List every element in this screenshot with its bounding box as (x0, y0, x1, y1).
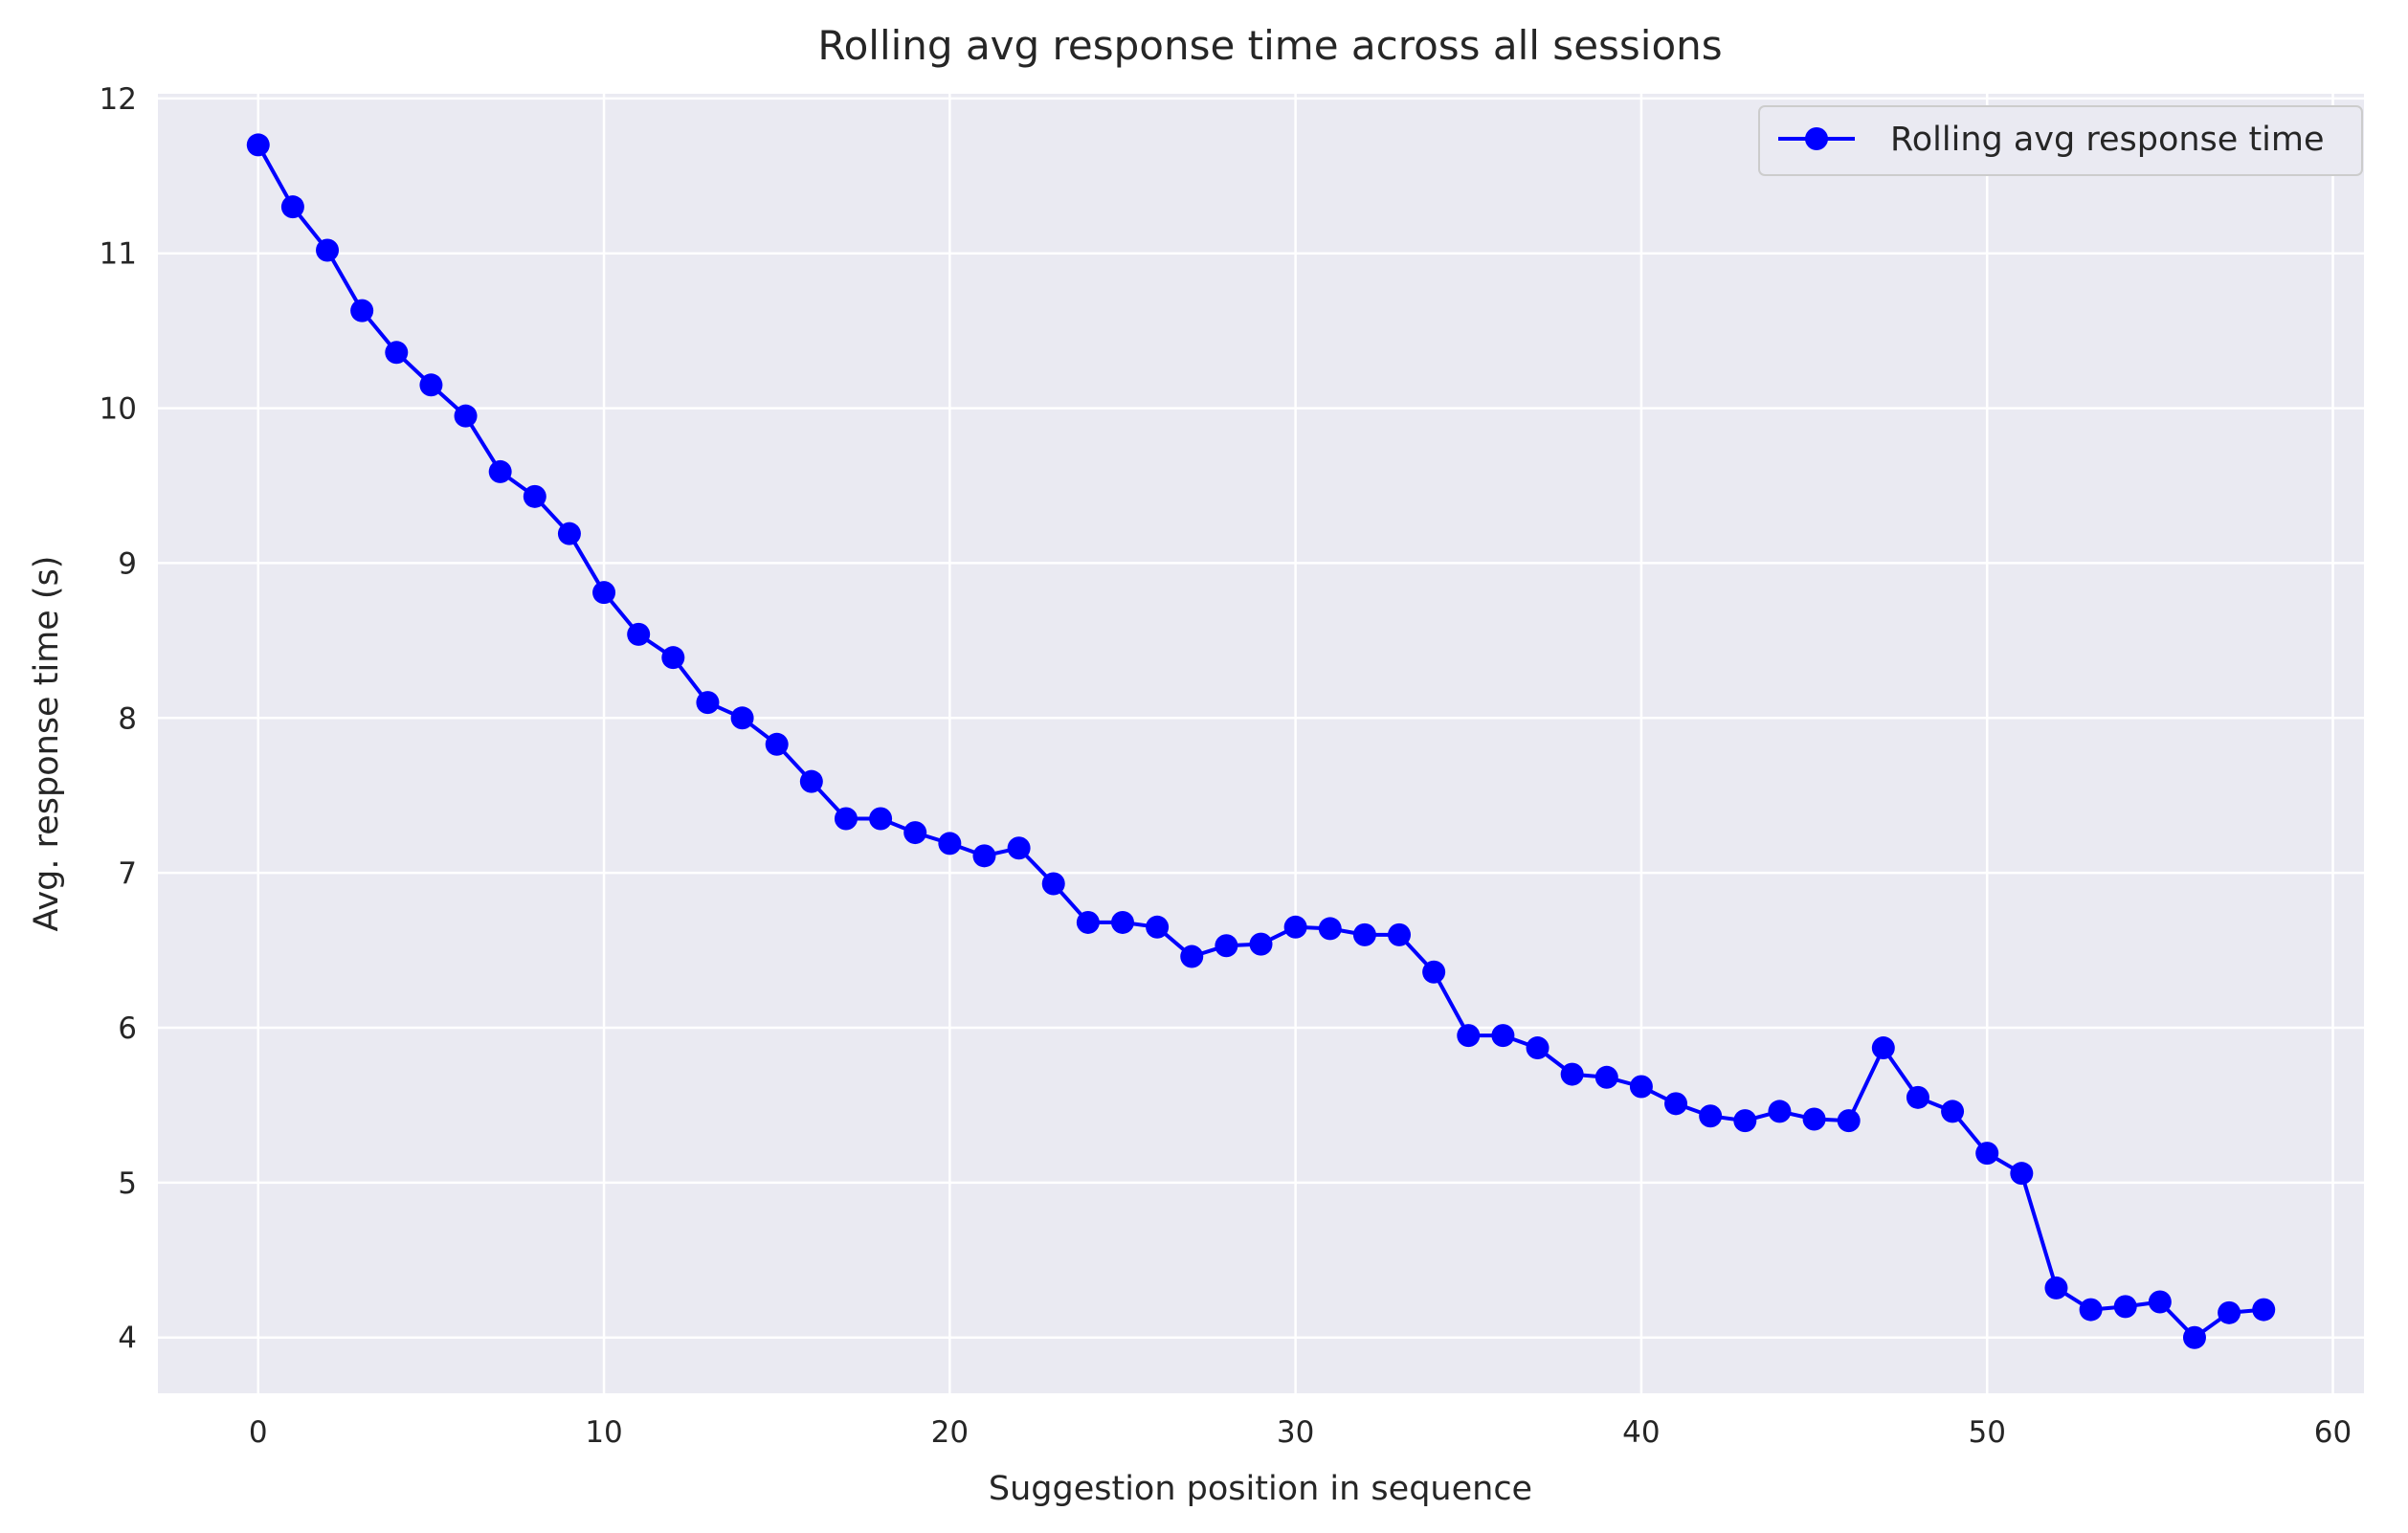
data-point (1802, 1107, 1826, 1131)
data-point (1146, 915, 1170, 939)
data-point (1629, 1075, 1653, 1099)
data-point (1180, 944, 1204, 968)
data-point (385, 341, 409, 365)
data-point (592, 581, 616, 605)
data-point (1076, 910, 1100, 934)
data-point (1352, 922, 1376, 946)
data-point (1388, 922, 1412, 946)
data-point (661, 646, 685, 670)
x-tick-label: 40 (1622, 1415, 1660, 1450)
data-point (419, 373, 443, 397)
x-tick-label: 0 (249, 1415, 268, 1450)
data-point (696, 691, 720, 715)
y-tick-label: 10 (100, 392, 137, 427)
data-point (1699, 1104, 1723, 1128)
data-point (1041, 872, 1065, 896)
x-tick-label: 20 (931, 1415, 969, 1450)
data-point (1249, 932, 1273, 956)
y-tick-label: 4 (118, 1322, 137, 1356)
data-point (2252, 1298, 2276, 1322)
data-point (1941, 1100, 1965, 1123)
data-point (938, 832, 962, 855)
legend: Rolling avg response time (1758, 105, 2363, 176)
chart-title: Rolling avg response time across all ses… (817, 22, 1722, 69)
legend-box (1758, 105, 2363, 176)
y-tick-labels: 4 5 6 7 8 9 10 11 12 (100, 82, 137, 1356)
y-tick-label: 9 (118, 546, 137, 581)
x-tick-label: 60 (2314, 1415, 2352, 1450)
data-point (1906, 1085, 1929, 1109)
data-point (1975, 1142, 1999, 1166)
x-tick-label: 30 (1277, 1415, 1314, 1450)
data-point (627, 622, 651, 646)
y-axis-label: Avg. response time (s) (28, 556, 66, 932)
data-point (557, 522, 581, 545)
y-tick-label: 12 (100, 82, 137, 117)
data-point (1837, 1109, 1861, 1133)
data-point (730, 706, 754, 730)
legend-label: Rolling avg response time (1890, 121, 2325, 159)
data-point (1594, 1065, 1618, 1089)
x-tick-labels: 0 10 20 30 40 50 60 (249, 1415, 2352, 1450)
data-point (1526, 1036, 1550, 1060)
data-point (1457, 1024, 1481, 1048)
data-point (903, 821, 927, 845)
data-point (1560, 1062, 1584, 1086)
series-layer (246, 133, 2276, 1349)
data-point (523, 484, 546, 508)
data-point (972, 844, 996, 868)
y-tick-label: 11 (100, 237, 137, 272)
data-point (1215, 934, 1238, 958)
data-point (1733, 1109, 1757, 1133)
x-axis-label: Suggestion position in sequence (989, 1470, 1532, 1508)
data-point (869, 807, 893, 831)
legend-marker-swatch (1805, 127, 1828, 150)
data-point (1768, 1100, 1792, 1123)
grid-lines (158, 94, 2364, 1393)
y-tick-label: 5 (118, 1166, 137, 1201)
data-point (1110, 910, 1134, 934)
data-point (350, 299, 374, 322)
data-point (1664, 1092, 1688, 1116)
plot-area (158, 94, 2364, 1393)
data-point (1422, 960, 1446, 984)
x-tick-label: 10 (585, 1415, 622, 1450)
data-point (246, 133, 270, 157)
data-point (316, 238, 340, 262)
data-point (280, 195, 304, 219)
data-point (1007, 836, 1031, 860)
data-point (2218, 1300, 2241, 1324)
data-point (2148, 1290, 2172, 1314)
x-tick-label: 50 (1968, 1415, 2005, 1450)
y-tick-label: 6 (118, 1011, 137, 1046)
data-point (1871, 1036, 1895, 1060)
data-point (2079, 1298, 2103, 1322)
data-point (765, 732, 789, 756)
data-point (2044, 1276, 2068, 1300)
data-point (454, 404, 478, 428)
y-tick-label: 7 (118, 856, 137, 891)
data-point (488, 459, 512, 483)
data-point (799, 769, 823, 793)
data-point (1491, 1024, 1515, 1048)
data-point (2182, 1325, 2206, 1349)
data-point (2010, 1162, 2034, 1186)
data-point (1318, 917, 1342, 941)
data-point (834, 807, 858, 831)
data-point (1283, 915, 1307, 939)
y-tick-label: 8 (118, 701, 137, 736)
data-point (2113, 1295, 2137, 1319)
